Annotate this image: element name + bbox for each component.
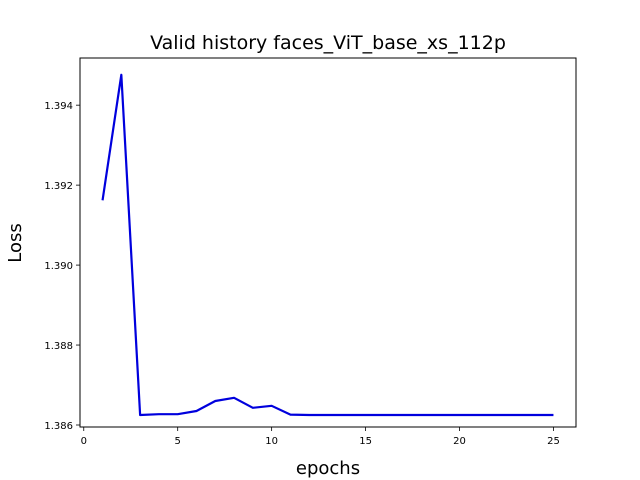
x-tick-label: 15: [359, 436, 372, 447]
chart-title: Valid history faces_ViT_base_xs_112p: [150, 32, 506, 54]
x-axis-label: epochs: [296, 458, 360, 479]
x-tick-label: 5: [175, 436, 181, 447]
x-tick-label: 10: [265, 436, 278, 447]
plot-area-frame: [79, 57, 577, 428]
y-tick-label: 1.392: [44, 181, 73, 192]
y-tick-label: 1.388: [44, 341, 73, 352]
x-tick-label: 0: [81, 436, 87, 447]
ticks: 0 5 10 15 20 25 1.386 1.388 1.390 1.392 1.394: [44, 101, 559, 447]
y-tick-label: 1.386: [44, 421, 73, 432]
x-tick-label: 25: [547, 436, 560, 447]
x-tick-label: 20: [453, 436, 466, 447]
y-tick-label: 1.390: [44, 261, 73, 272]
y-axis-label: Loss: [5, 223, 26, 262]
series-line: [101, 73, 554, 417]
y-tick-label: 1.394: [44, 101, 73, 112]
